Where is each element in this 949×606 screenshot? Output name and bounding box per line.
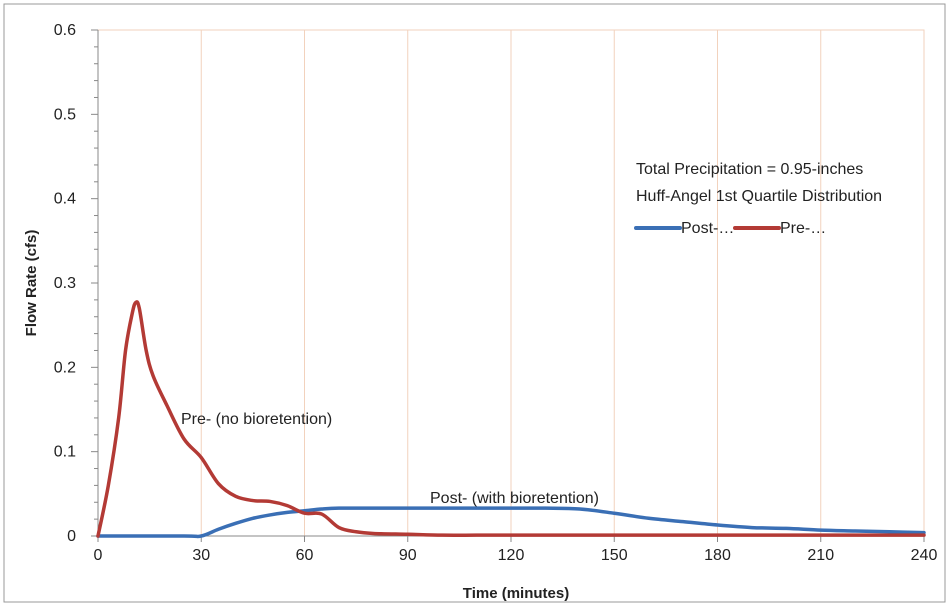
y-tick-label: 0 — [67, 528, 76, 545]
post-series-annotation: Post- (with bioretention) — [430, 490, 599, 507]
legend: Post-… Pre-… — [634, 220, 826, 237]
legend-label-post: Post-… — [681, 220, 734, 237]
series-line-post — [96, 506, 926, 539]
y-tick-label: 0.5 — [54, 106, 76, 123]
x-tick-label: 240 — [911, 547, 938, 564]
y-tick-label: 0.1 — [54, 444, 76, 461]
x-tick-label: 120 — [498, 547, 525, 564]
pre-series-annotation: Pre- (no bioretention) — [181, 411, 332, 428]
x-tick-label: 30 — [192, 547, 210, 564]
precipitation-annotation: Total Precipitation = 0.95-inches — [636, 161, 863, 178]
x-tick-label: 180 — [704, 547, 731, 564]
x-axis-title: Time (minutes) — [463, 585, 569, 602]
x-tick-label: 150 — [601, 547, 628, 564]
x-tick-label: 90 — [399, 547, 417, 564]
y-tick-label: 0.4 — [54, 191, 76, 208]
y-axis-title: Flow Rate (cfs) — [23, 230, 40, 337]
series-line-pre — [96, 300, 926, 538]
y-tick-label: 0.6 — [54, 22, 76, 39]
y-tick-label: 0.3 — [54, 275, 76, 292]
outer-frame — [3, 3, 946, 603]
x-tick-label: 60 — [296, 547, 314, 564]
x-tick-label: 0 — [94, 547, 103, 564]
distribution-annotation: Huff-Angel 1st Quartile Distribution — [636, 188, 882, 205]
y-tick-label: 0.2 — [54, 359, 76, 376]
legend-label-pre: Pre-… — [780, 220, 826, 237]
x-tick-label: 210 — [807, 547, 834, 564]
